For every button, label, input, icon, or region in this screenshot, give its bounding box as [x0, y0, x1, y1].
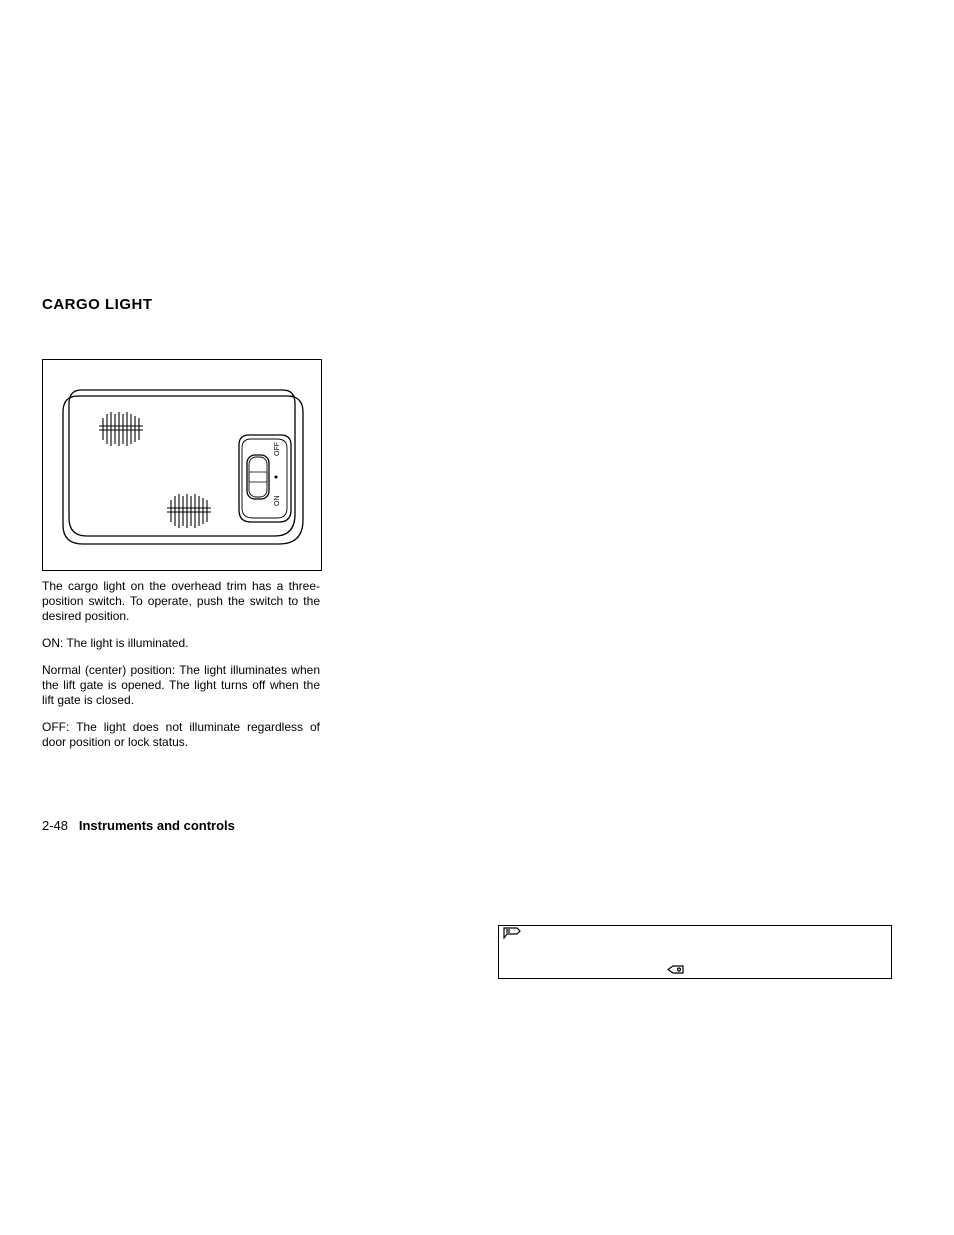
cargo-light-diagram: OFF ON: [43, 360, 321, 570]
section-heading: CARGO LIGHT: [42, 296, 912, 313]
section-name: Instruments and controls: [79, 818, 235, 833]
cargo-light-figure: OFF ON: [42, 359, 322, 571]
svg-text:ON: ON: [274, 496, 281, 507]
page-footer: 2-48 Instruments and controls: [42, 818, 235, 833]
page-number: 2-48: [42, 818, 68, 833]
paragraph: The cargo light on the overhead trim has…: [42, 579, 320, 624]
pointer-icon: [503, 927, 521, 939]
body-column: The cargo light on the overhead trim has…: [42, 579, 320, 750]
paragraph: ON: The light is illuminated.: [42, 636, 320, 651]
page-body: CARGO LIGHT: [42, 0, 912, 762]
tag-icon: [667, 964, 685, 976]
paragraph: OFF: The light does not illuminate regar…: [42, 720, 320, 750]
paragraph: Normal (center) position: The light illu…: [42, 663, 320, 708]
annotation-box: [498, 925, 892, 979]
svg-text:OFF: OFF: [274, 442, 281, 456]
